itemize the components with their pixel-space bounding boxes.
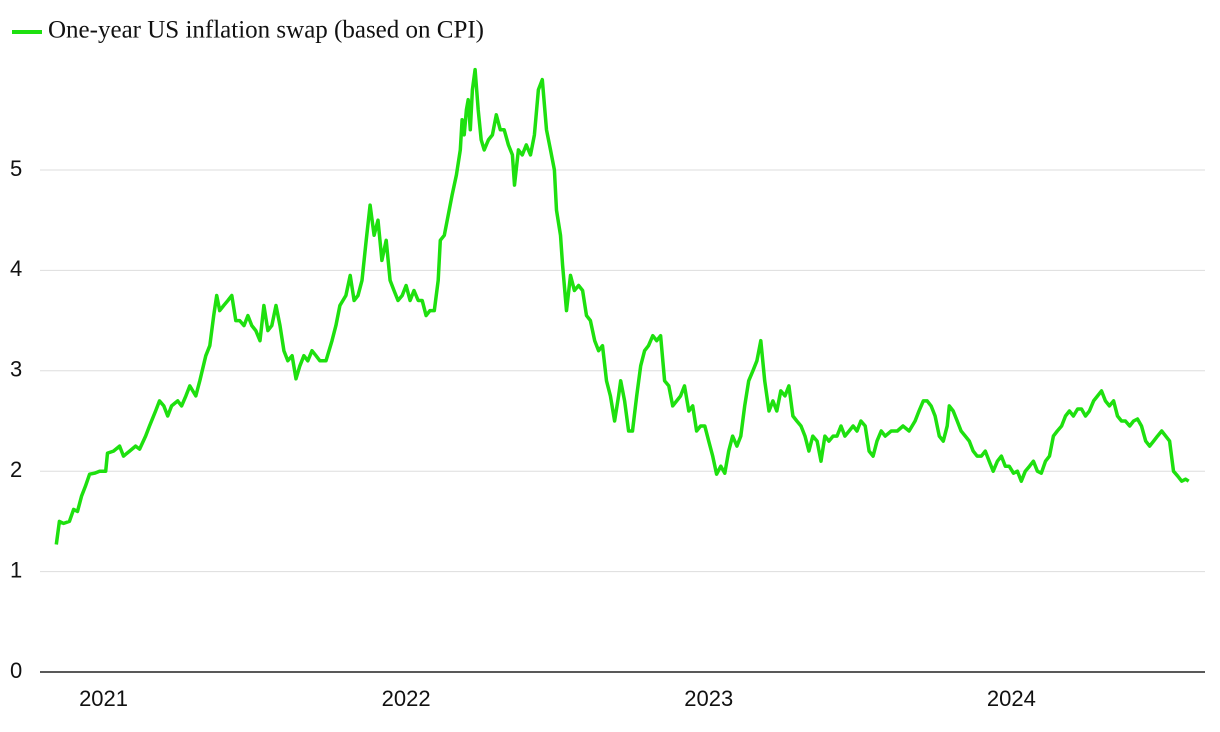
legend: One-year US inflation swap (based on CPI…	[12, 17, 484, 44]
y-tick-label: 2	[10, 457, 22, 482]
line	[54, 67, 1190, 545]
y-tick-label: 3	[10, 357, 22, 382]
y-tick-label: 4	[10, 256, 22, 281]
x-tick-label: 2021	[79, 686, 128, 711]
legend-label: One-year US inflation swap (based on CPI…	[48, 17, 484, 44]
x-tick-label: 2024	[987, 686, 1036, 711]
y-tick-label: 1	[10, 557, 22, 582]
y-tick-label: 5	[10, 156, 22, 181]
y-tick-label: 0	[10, 658, 22, 683]
x-tick-label: 2022	[382, 686, 431, 711]
x-tick-label: 2023	[684, 686, 733, 711]
